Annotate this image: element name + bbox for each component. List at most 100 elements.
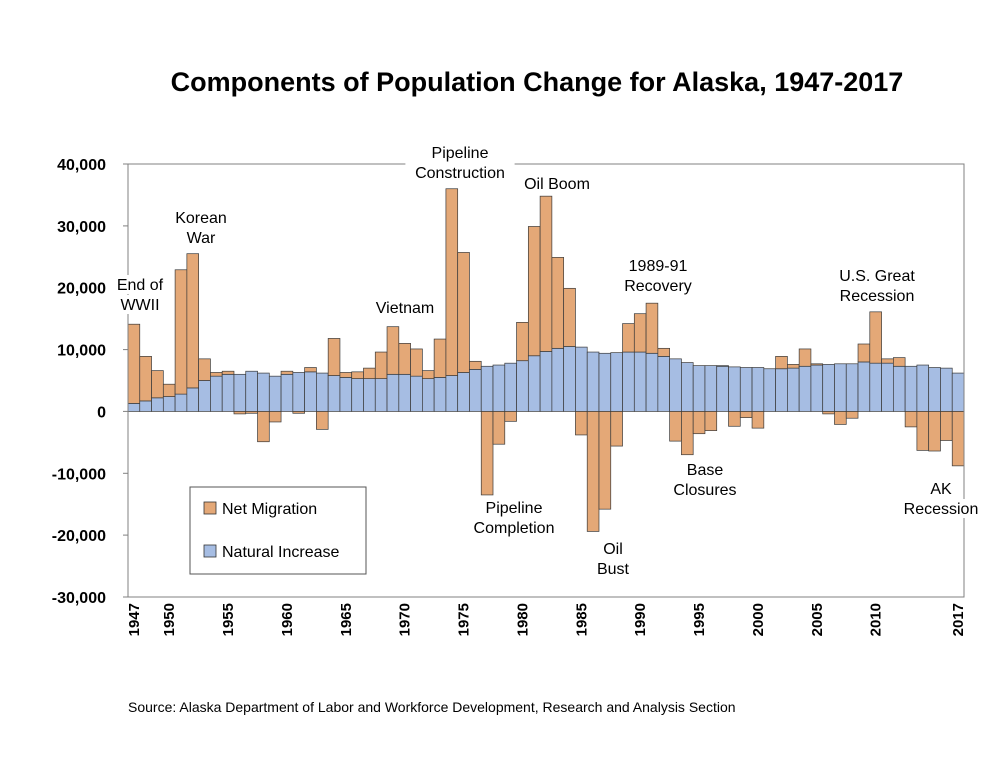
bar-natural-increase-1981 <box>528 356 540 412</box>
bar-net-migration-2010 <box>870 312 882 363</box>
y-tick-label: 40,000 <box>57 157 106 174</box>
bar-net-migration-1966 <box>352 372 364 379</box>
x-tick-label: 2005 <box>809 603 826 636</box>
y-tick-label: 10,000 <box>57 343 106 360</box>
y-tick-label: 30,000 <box>57 219 106 236</box>
legend-label-natural-increase: Natural Increase <box>222 544 339 561</box>
bar-natural-increase-1995 <box>693 366 705 412</box>
bar-net-migration-1982 <box>540 196 552 351</box>
bar-net-migration-1974 <box>446 189 458 376</box>
bar-natural-increase-1979 <box>505 363 517 411</box>
y-tick-label: 20,000 <box>57 281 106 298</box>
bar-natural-increase-1971 <box>411 376 423 411</box>
bar-net-migration-1951 <box>175 270 187 394</box>
bar-natural-increase-1958 <box>258 373 270 411</box>
bar-natural-increase-1972 <box>422 379 434 412</box>
bar-natural-increase-1955 <box>222 374 234 411</box>
bar-net-migration-1953 <box>199 359 211 381</box>
bar-natural-increase-1993 <box>670 359 682 412</box>
bar-net-migration-1989 <box>623 324 635 352</box>
annotation-label: Oil Boom <box>524 176 590 193</box>
bar-net-migration-1985 <box>575 411 587 435</box>
bar-natural-increase-1956 <box>234 374 246 411</box>
bar-natural-increase-1950 <box>163 397 175 412</box>
bar-net-migration-1950 <box>163 384 175 396</box>
x-tick-label: 1985 <box>573 603 590 636</box>
bar-natural-increase-2007 <box>834 364 846 412</box>
legend-label-net-migration: Net Migration <box>222 501 317 518</box>
bar-natural-increase-1984 <box>564 346 576 411</box>
bar-natural-increase-1960 <box>281 374 293 411</box>
bar-natural-increase-1978 <box>493 365 505 411</box>
annotation-label: Construction <box>415 165 505 182</box>
bar-natural-increase-1953 <box>199 381 211 412</box>
legend: Net Migration Natural Increase <box>190 487 366 574</box>
bar-net-migration-2000 <box>752 411 764 428</box>
x-tick-label: 1990 <box>632 603 649 636</box>
bar-net-migration-1967 <box>363 368 375 379</box>
bar-natural-increase-1954 <box>210 376 222 411</box>
source-note: Source: Alaska Department of Labor and W… <box>128 699 736 715</box>
bar-net-migration-1958 <box>258 411 270 441</box>
bar-net-migration-2005 <box>811 364 823 365</box>
bar-net-migration-1994 <box>681 411 693 454</box>
bar-net-migration-1948 <box>140 356 152 401</box>
x-tick-label: 1980 <box>515 603 532 636</box>
bar-net-migration-1962 <box>305 368 317 372</box>
bar-natural-increase-1964 <box>328 376 340 412</box>
bar-natural-increase-2001 <box>764 369 776 412</box>
x-axis: 1947 1950 1955 1960 1965 1970 1975 1980 1985 1990… <box>126 603 967 636</box>
bar-net-migration-2007 <box>834 411 846 424</box>
bar-net-migration-1993 <box>670 411 682 441</box>
annotation-label: Vietnam <box>376 300 434 317</box>
bar-net-migration-1973 <box>434 339 446 377</box>
bar-net-migration-1971 <box>411 349 423 376</box>
bar-net-migration-1997 <box>717 366 729 367</box>
bar-natural-increase-1980 <box>517 361 529 412</box>
bar-net-migration-1959 <box>269 411 281 422</box>
bar-natural-increase-1994 <box>681 363 693 412</box>
y-tick-label: -10,000 <box>52 466 106 483</box>
bar-net-migration-2003 <box>787 364 799 368</box>
bar-net-migration-1954 <box>210 372 222 376</box>
bar-natural-increase-1982 <box>540 351 552 411</box>
x-tick-label: 1975 <box>456 603 473 636</box>
x-tick-label: 1970 <box>397 603 414 636</box>
bar-natural-increase-1959 <box>269 376 281 411</box>
bar-natural-increase-1967 <box>363 379 375 412</box>
bar-natural-increase-1957 <box>246 371 258 411</box>
annotation-label: Pipeline <box>486 500 543 517</box>
bar-natural-increase-2002 <box>776 369 788 412</box>
bar-net-migration-2014 <box>917 411 929 450</box>
bar-natural-increase-1952 <box>187 388 199 412</box>
annotation-label: End of <box>117 277 164 294</box>
annotation-label: Korean <box>175 210 227 227</box>
bar-net-migration-1998 <box>729 411 741 426</box>
bar-net-migration-1961 <box>293 411 305 413</box>
bar-net-migration-1988 <box>611 411 623 446</box>
bar-net-migration-2002 <box>776 356 788 368</box>
bar-natural-increase-1970 <box>399 374 411 411</box>
bar-net-migration-1957 <box>246 411 258 413</box>
bar-net-migration-1978 <box>493 411 505 444</box>
bar-net-migration-1965 <box>340 372 352 377</box>
x-tick-label: 1965 <box>338 603 355 636</box>
bar-natural-increase-2016 <box>940 368 952 411</box>
bar-net-migration-1972 <box>422 371 434 379</box>
bar-natural-increase-1951 <box>175 394 187 411</box>
bar-net-migration-1987 <box>599 411 611 509</box>
x-tick-label: 2010 <box>868 603 885 636</box>
bar-natural-increase-2009 <box>858 362 870 411</box>
bar-natural-increase-1991 <box>646 353 658 411</box>
bar-net-migration-1990 <box>634 314 646 352</box>
bar-net-migration-2012 <box>893 358 905 367</box>
x-tick-label: 2000 <box>750 603 767 636</box>
bar-natural-increase-1986 <box>587 352 599 411</box>
bar-natural-increase-2003 <box>787 368 799 411</box>
bar-natural-increase-1983 <box>552 348 564 411</box>
annotation-label: Recession <box>840 288 915 305</box>
bar-net-migration-1970 <box>399 343 411 374</box>
bar-net-migration-1983 <box>552 257 564 348</box>
bar-net-migration-1980 <box>517 322 529 360</box>
